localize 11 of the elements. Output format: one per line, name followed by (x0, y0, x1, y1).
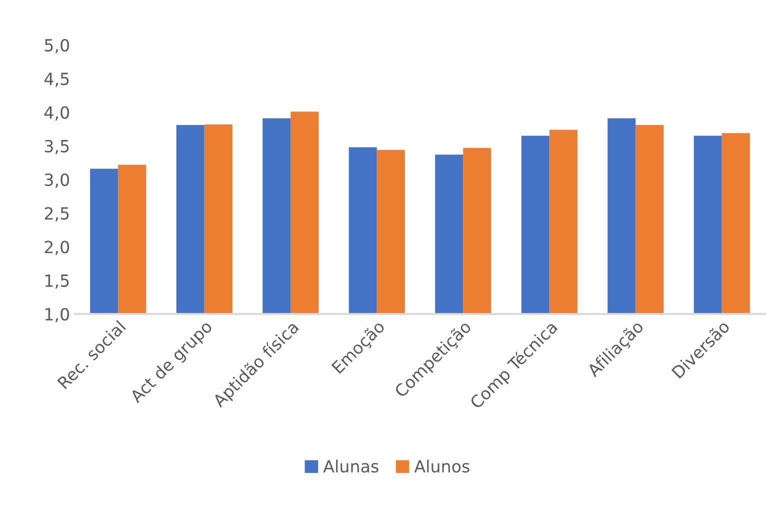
y-tick-label: 5,0 (44, 38, 70, 54)
y-tick-label: 4,5 (44, 72, 69, 87)
y-tick-label: 1,5 (45, 274, 69, 289)
y-tick-label: 4,0 (44, 106, 70, 121)
legend-label: Alunas (323, 460, 378, 473)
y-tick-label: 3,0 (44, 173, 70, 188)
y-tick-label: 3,5 (44, 140, 69, 154)
y-tick-label: 2,0 (44, 240, 70, 256)
legend-label: Alunos (414, 460, 470, 473)
y-tick-label: 1,0 (45, 308, 70, 322)
y-tick-label: 2,5 (44, 207, 69, 222)
